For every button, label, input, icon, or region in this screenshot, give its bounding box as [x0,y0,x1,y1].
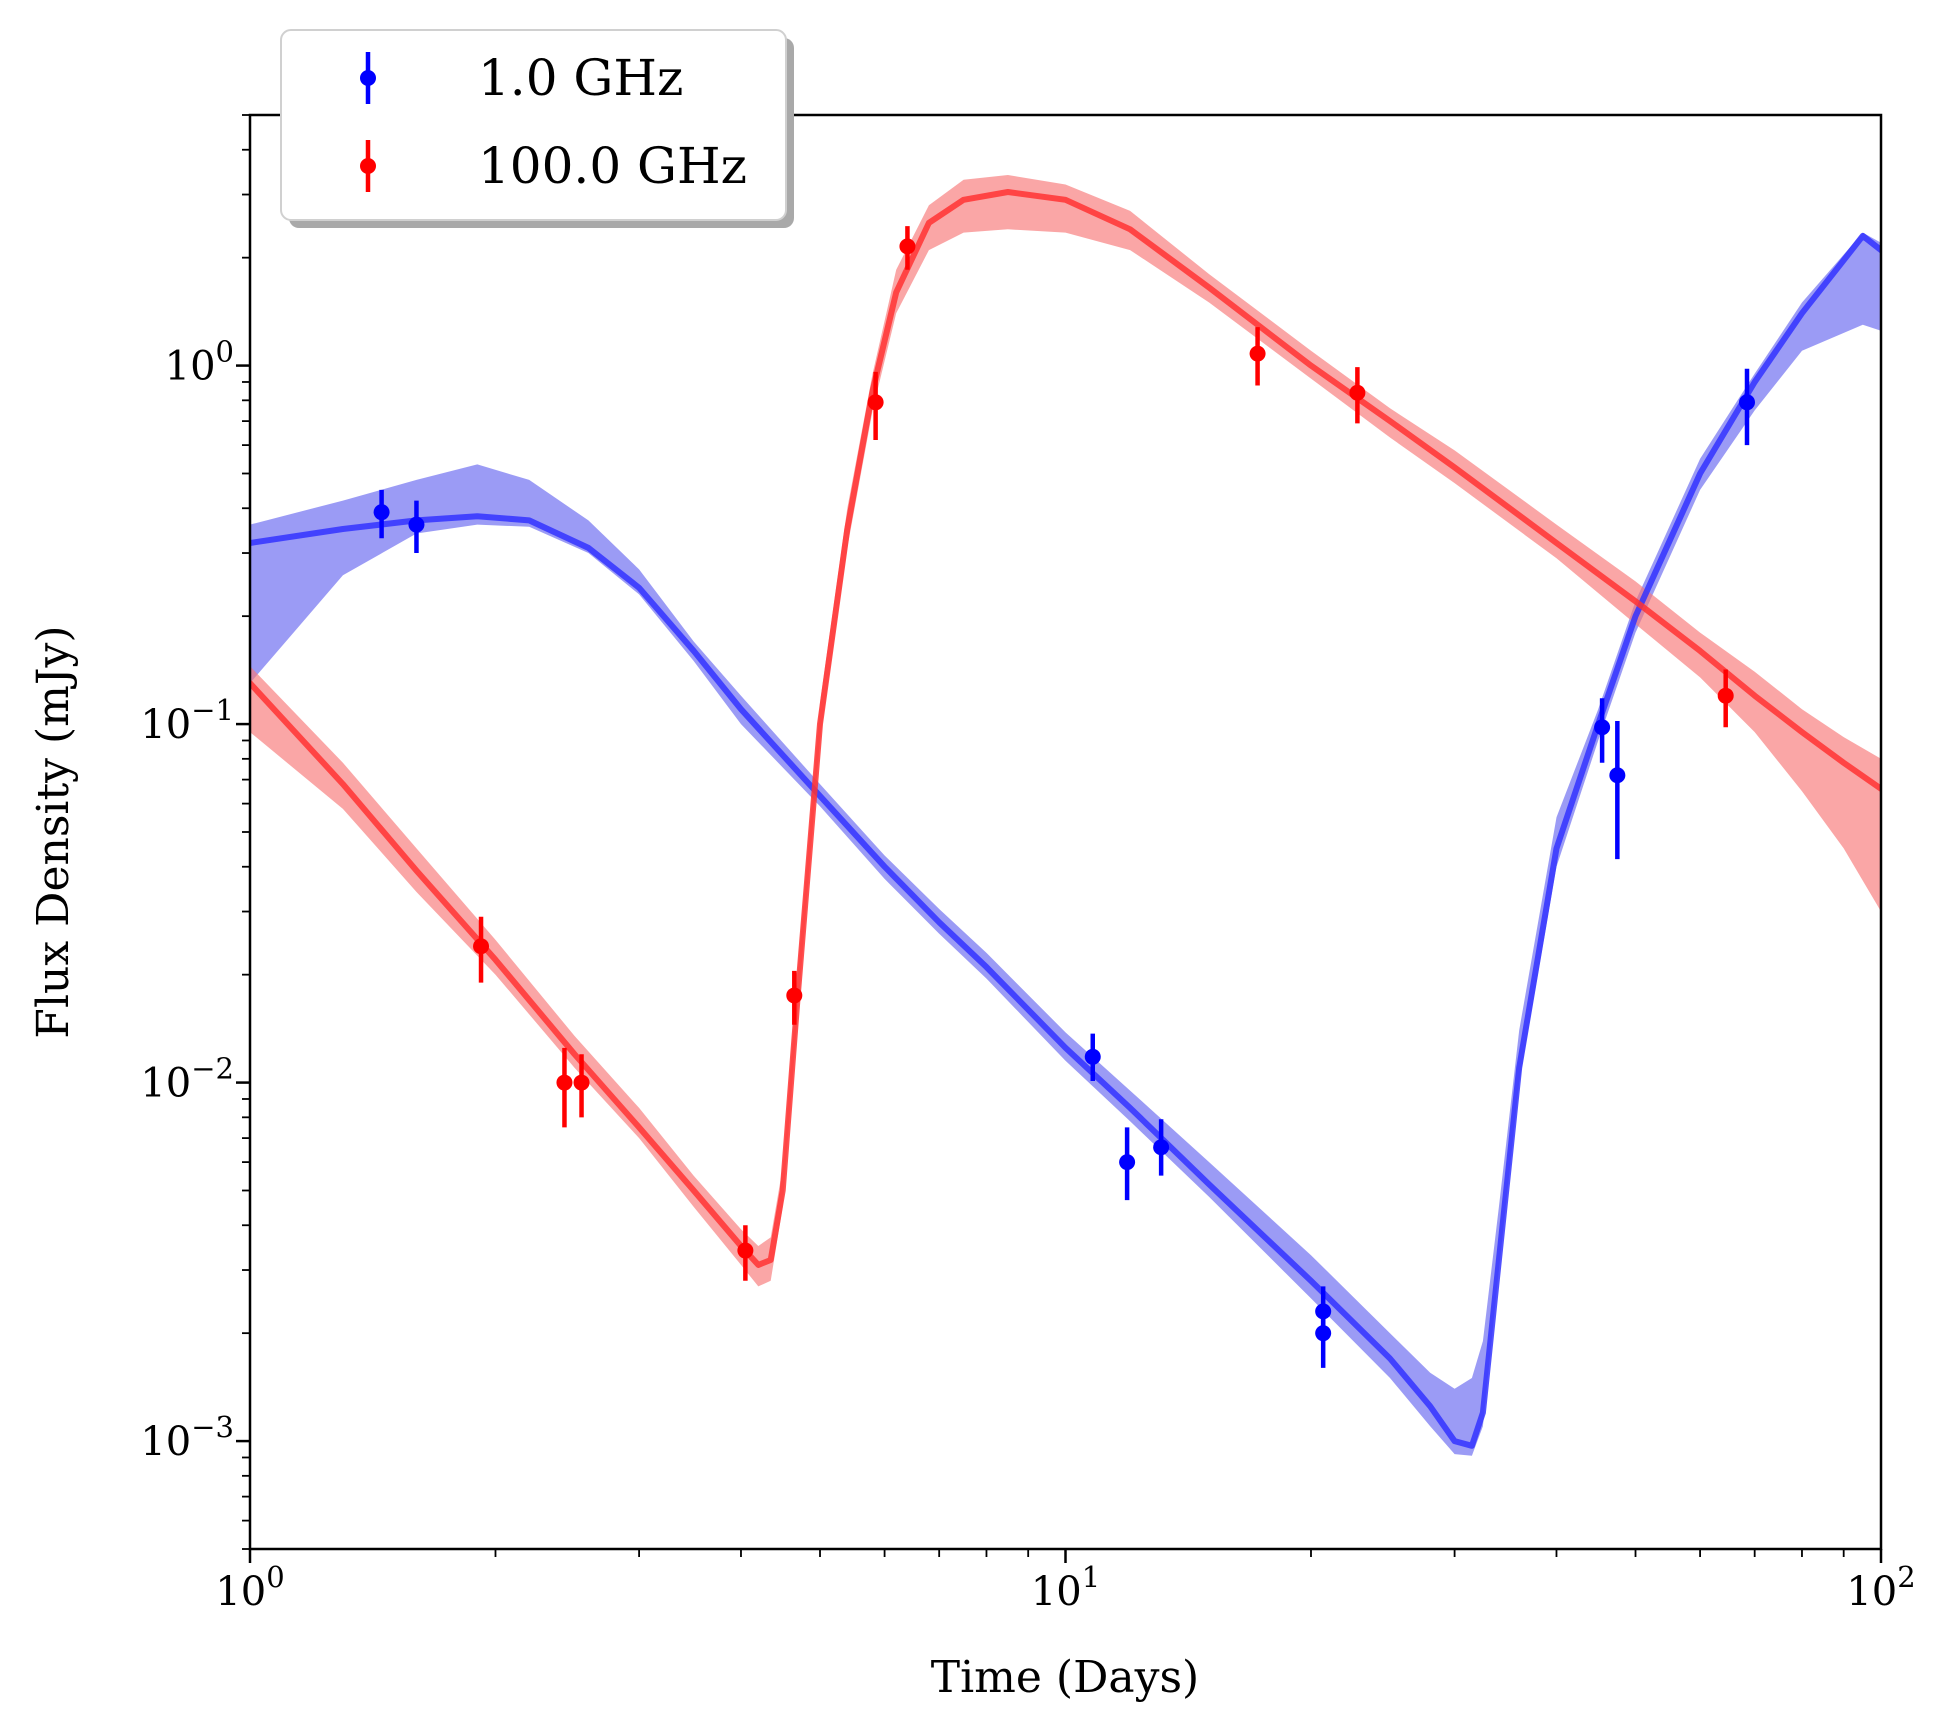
data-point-1ghz [1119,1154,1136,1171]
axis-ticks [236,114,1883,1563]
data-point-100ghz [867,394,884,411]
legend-label-100ghz: 100.0 GHz [478,137,747,195]
data-point-1ghz [373,504,390,521]
y-tick-label: 10−3 [140,1410,234,1465]
tick-labels: 100 101 102 10−3 10−2 10−1 100 [140,335,1915,1615]
y-tick-label: 10−2 [140,1052,234,1107]
data-point-100ghz [786,987,803,1004]
model-lines [250,189,1881,1449]
x-tick-label: 102 [1846,1560,1915,1615]
legend-label-1ghz: 1.0 GHz [478,49,683,107]
legend: 1.0 GHz 100.0 GHz [280,29,794,228]
data-point-100ghz [1249,345,1266,362]
data-point-1ghz [1315,1325,1332,1342]
y-tick-label: 100 [165,335,234,390]
data-point-100ghz [1717,687,1734,704]
band-100ghz [250,175,1881,1287]
x-axis-label: Time (Days) [931,1652,1199,1703]
data-point-100ghz [737,1242,754,1259]
model-line-100ghz [250,189,1881,1268]
data-point-100ghz [473,938,490,955]
data-point-1ghz [1609,767,1626,784]
data-point-1ghz [1084,1048,1101,1065]
model-line-1ghz [250,232,1881,1449]
data-point-1ghz [1594,719,1611,736]
legend-marker-100ghz [360,158,376,174]
data-point-100ghz [556,1074,573,1091]
model-bands [250,175,1881,1456]
data-point-100ghz [573,1074,590,1091]
y-axis-label: Flux Density (mJy) [28,625,79,1038]
y-tick-label: 10−1 [140,693,234,748]
data-point-100ghz [1349,384,1366,401]
plot-frame [248,113,1883,1551]
data-points [373,226,1756,1368]
data-point-1ghz [1153,1139,1170,1156]
data-point-1ghz [1739,394,1756,411]
legend-marker-1ghz [360,70,376,86]
data-point-100ghz [899,238,916,255]
band-1ghz [250,232,1881,1456]
data-point-1ghz [408,516,425,533]
legend-box [280,29,787,221]
x-tick-label: 100 [215,1560,284,1615]
x-tick-label: 101 [1031,1560,1100,1615]
